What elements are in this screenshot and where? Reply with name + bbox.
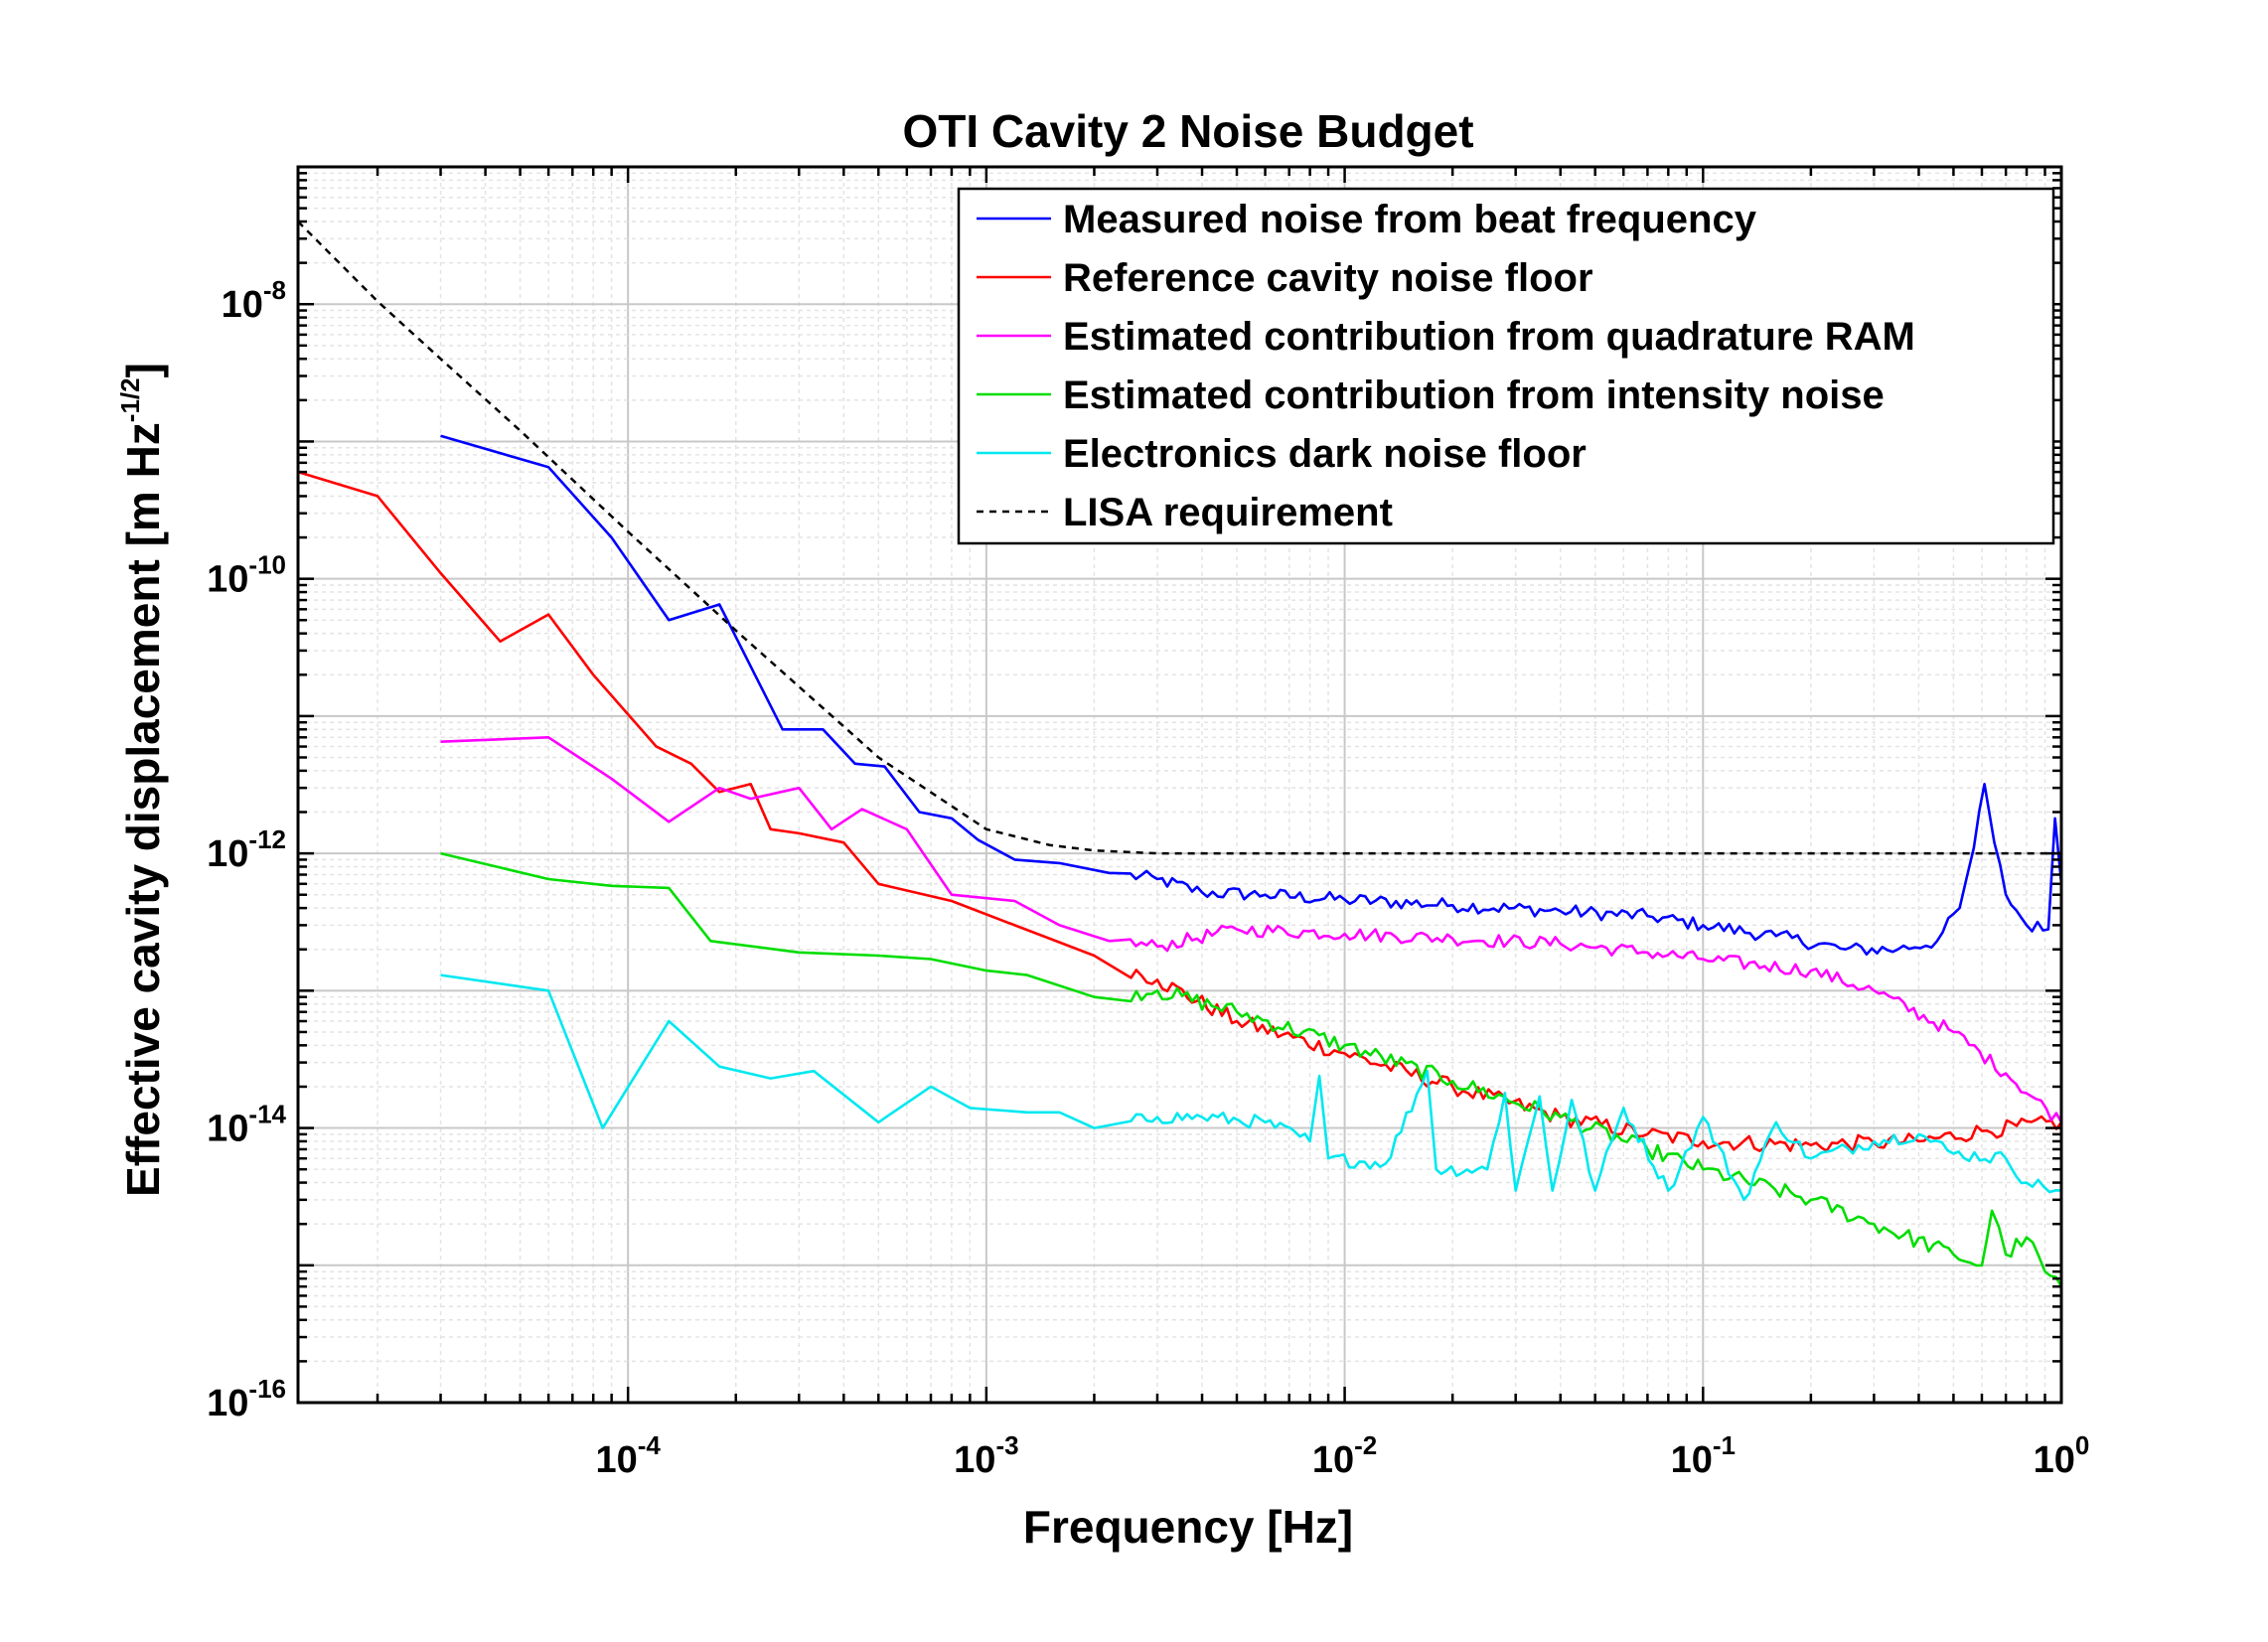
tick-labels: 10-4 10-3 10-2 10-1 10010-1610-1410-1210-101… <box>207 275 2089 1481</box>
y-tick-label: 10-14 <box>207 1100 286 1150</box>
x-tick-label-base: 10 <box>1671 1439 1713 1481</box>
y-axis-label-main: Effective cavity displacement [m Hz <box>117 422 169 1197</box>
y-tick-label: 10-16 <box>207 1374 286 1424</box>
x-tick-label-exponent: -2 <box>1354 1430 1377 1460</box>
y-tick-label-base: 10 <box>222 284 263 326</box>
legend: Measured noise from beat frequency Refere… <box>957 187 2055 545</box>
x-tick-label-base: 10 <box>2034 1439 2075 1481</box>
legend-label-4: Electronics dark noise floor <box>1063 432 1587 476</box>
legend-label-3: Estimated contribution from intensity no… <box>1063 373 1885 417</box>
y-tick-label-base: 10 <box>207 833 248 875</box>
y-tick-label-exponent: -10 <box>248 550 286 580</box>
y-tick-label-exponent: -14 <box>248 1100 286 1129</box>
series-group <box>297 221 2063 1287</box>
series-line-5 <box>297 221 2061 855</box>
y-tick-label: 10-8 <box>222 275 286 326</box>
y-axis-label-exponent: -1/2 <box>115 377 145 422</box>
y-tick-label-base: 10 <box>207 559 248 601</box>
legend-label-2: Estimated contribution from quadrature R… <box>1063 315 1915 359</box>
series-line-3 <box>440 851 2063 1287</box>
y-tick-label: 10-10 <box>207 550 286 601</box>
legend-box <box>957 187 2055 545</box>
x-tick-label-base: 10 <box>954 1439 995 1481</box>
series-line-0 <box>440 434 2063 957</box>
tick-marks <box>298 167 2063 1405</box>
x-tick-label: 10-2 <box>1312 1430 1377 1481</box>
legend-label-0: Measured noise from beat frequency <box>1063 198 1757 241</box>
y-tick-label-base: 10 <box>207 1383 248 1424</box>
y-axis-label: Effective cavity displacement [m Hz-1/2] <box>115 363 169 1197</box>
y-tick-label: 10-12 <box>207 824 286 875</box>
x-axis-label: Frequency [Hz] <box>1023 1501 1353 1553</box>
plot-frame <box>296 165 2063 1405</box>
legend-label-1: Reference cavity noise floor <box>1063 256 1593 300</box>
chart-title: OTI Cavity 2 Noise Budget <box>902 105 1473 157</box>
x-tick-label-base: 10 <box>595 1439 637 1481</box>
x-tick-label: 100 <box>2034 1430 2090 1481</box>
series-line-2 <box>440 736 2063 1123</box>
x-tick-label: 10-1 <box>1671 1430 1736 1481</box>
x-tick-label-exponent: -1 <box>1713 1430 1736 1460</box>
y-tick-label-exponent: -16 <box>248 1374 286 1404</box>
legend-label-5: LISA requirement <box>1063 491 1393 534</box>
series-line-4 <box>440 973 2062 1202</box>
y-tick-label-exponent: -8 <box>263 275 286 305</box>
y-axis-label-close: ] <box>117 363 169 377</box>
x-tick-label: 10-3 <box>954 1430 1018 1481</box>
y-tick-label-base: 10 <box>207 1109 248 1150</box>
y-tick-label-exponent: -12 <box>248 824 286 854</box>
x-tick-label-exponent: -3 <box>995 1430 1018 1460</box>
x-tick-label-exponent: -4 <box>638 1430 662 1460</box>
x-tick-label: 10-4 <box>595 1430 661 1481</box>
x-tick-label-base: 10 <box>1312 1439 1354 1481</box>
x-tick-label-exponent: 0 <box>2075 1430 2089 1460</box>
